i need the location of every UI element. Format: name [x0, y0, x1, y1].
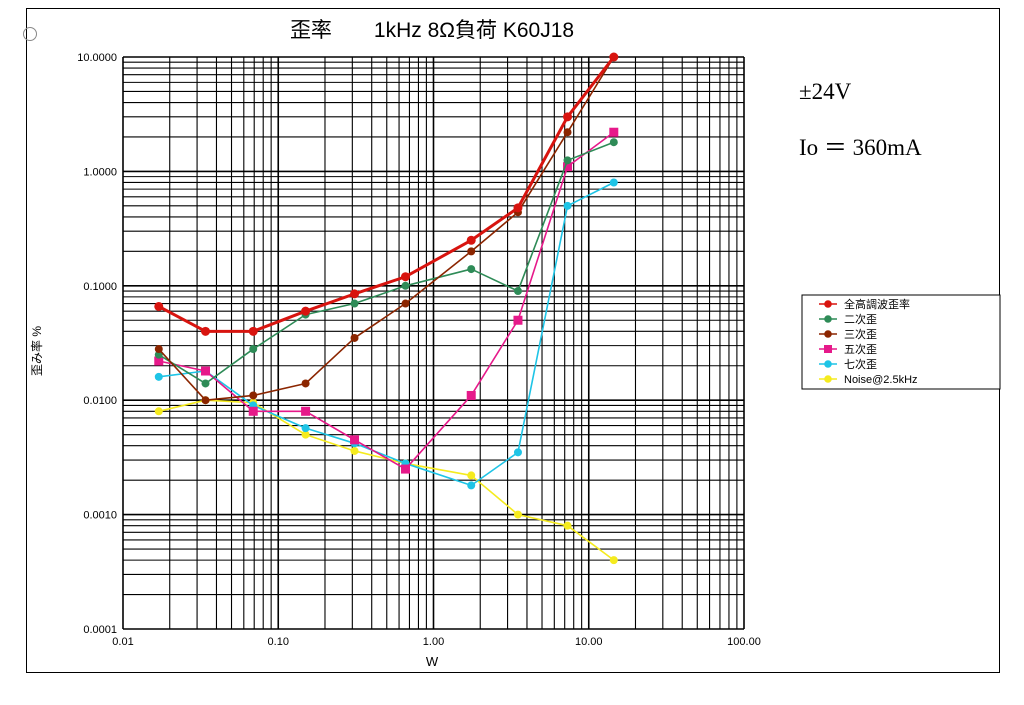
series-line — [158, 399, 615, 561]
data-point — [467, 471, 476, 480]
data-point — [249, 391, 258, 400]
chart-frame: 歪率 1kHz 8Ω負荷 K60J18 ±24V Io ＝ 360mA W 歪み… — [23, 8, 1001, 673]
data-point — [350, 333, 359, 342]
data-point — [248, 326, 258, 336]
data-point — [563, 156, 572, 165]
data-point — [563, 128, 572, 137]
data-point-square — [350, 435, 360, 445]
data-point — [400, 272, 410, 282]
data-point-square — [609, 127, 619, 137]
grid — [122, 56, 745, 630]
series-line — [158, 56, 615, 402]
data-point — [401, 299, 410, 308]
data-point — [563, 201, 572, 210]
series — [154, 178, 618, 490]
distortion-chart: 歪率 1kHz 8Ω負荷 K60J18 ±24V Io ＝ 360mA W 歪み… — [29, 19, 1001, 669]
legend-label: 五次歪 — [844, 342, 877, 356]
data-point — [301, 306, 311, 316]
data-point — [609, 556, 618, 565]
data-point — [609, 178, 618, 187]
y-tick-label: 0.0001 — [83, 624, 117, 636]
y-tick-label: 0.1000 — [83, 281, 117, 293]
data-point — [249, 345, 258, 354]
series — [154, 52, 619, 336]
data-point — [563, 521, 572, 530]
data-point — [466, 235, 476, 245]
x-tick-label: 1.00 — [423, 636, 444, 648]
legend-box — [801, 294, 1001, 390]
annotation-current: Io ＝ 360mA — [799, 135, 922, 160]
series — [154, 138, 618, 388]
data-point — [201, 396, 210, 405]
data-point-square — [400, 464, 410, 474]
data-point — [154, 372, 163, 381]
data-point-square — [563, 162, 573, 172]
y-tick-label: 0.0010 — [83, 510, 117, 522]
data-point — [154, 350, 163, 359]
data-point-square — [513, 315, 523, 325]
circle-icon — [23, 27, 37, 41]
data-point-square — [466, 390, 476, 400]
data-point — [609, 138, 618, 147]
data-point — [154, 301, 164, 311]
legend-swatch-marker — [824, 375, 832, 383]
series — [154, 127, 619, 474]
data-point — [154, 407, 163, 416]
x-tick-label: 0.01 — [112, 636, 133, 648]
data-point — [301, 379, 310, 388]
legend-label: 七次歪 — [844, 357, 877, 371]
series-line — [158, 141, 615, 385]
data-point — [301, 424, 310, 433]
legend-swatch-marker — [824, 345, 832, 353]
y-tick-label: 0.0100 — [83, 395, 117, 407]
legend-label: Noise@2.5kHz — [844, 374, 918, 386]
data-point-square — [301, 406, 311, 416]
legend-label: 三次歪 — [844, 327, 877, 341]
data-point — [609, 52, 619, 62]
data-point-square — [248, 406, 258, 416]
series-line — [158, 56, 615, 333]
data-point — [563, 112, 573, 122]
x-tick-label: 10.00 — [575, 636, 603, 648]
x-axis-label: W — [426, 654, 439, 669]
data-point — [301, 430, 310, 439]
series-line — [158, 131, 615, 470]
x-tick-label: 0.10 — [268, 636, 289, 648]
data-point — [513, 203, 523, 213]
data-point-square — [201, 366, 211, 376]
data-point — [154, 345, 163, 354]
data-point-square — [154, 356, 164, 366]
y-tick-label: 10.0000 — [77, 52, 117, 64]
data-point — [401, 281, 410, 290]
data-point — [350, 446, 359, 455]
data-point — [467, 481, 476, 490]
data-point — [350, 289, 360, 299]
data-point — [513, 287, 522, 296]
legend-swatch-marker — [824, 360, 832, 368]
y-tick-label: 1.0000 — [83, 166, 117, 178]
legend-swatch-marker — [824, 330, 832, 338]
chart-title: 歪率 1kHz 8Ω負荷 K60J18 — [290, 19, 574, 42]
legend-label: 二次歪 — [844, 312, 877, 326]
annotation-voltage: ±24V — [799, 79, 852, 104]
series-line — [158, 181, 615, 487]
legend-swatch-marker — [824, 315, 832, 323]
legend-label: 全高調波歪率 — [844, 297, 910, 311]
data-point — [467, 247, 476, 256]
data-point — [201, 379, 210, 388]
data-point — [350, 299, 359, 308]
data-point — [513, 448, 522, 457]
data-point — [467, 265, 476, 274]
data-point — [513, 510, 522, 519]
x-tick-label: 100.00 — [727, 636, 761, 648]
y-axis-label: 歪み率 % — [29, 326, 44, 376]
legend-swatch-marker — [824, 300, 832, 308]
data-point — [201, 326, 211, 336]
